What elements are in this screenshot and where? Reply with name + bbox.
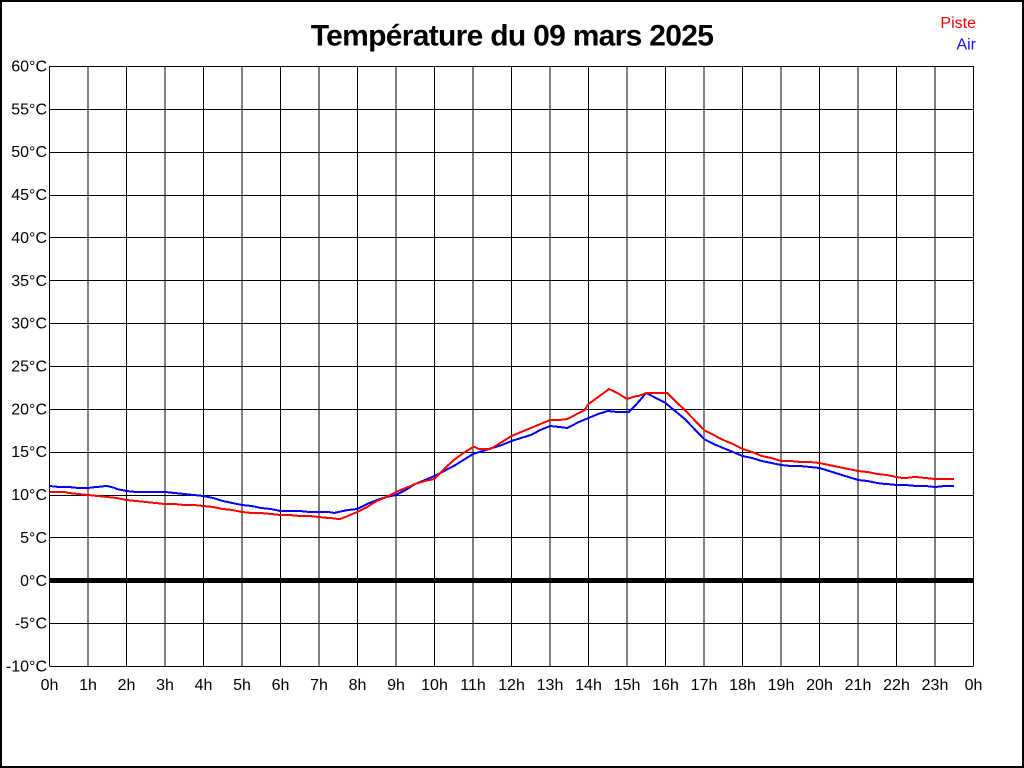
svg-text:0h: 0h [41,677,59,694]
svg-text:7h: 7h [310,677,328,694]
svg-text:17h: 17h [691,677,718,694]
svg-text:2h: 2h [118,677,136,694]
svg-text:60°C: 60°C [11,59,47,76]
svg-text:13h: 13h [537,677,564,694]
svg-text:Piste: Piste [940,15,976,32]
svg-text:11h: 11h [460,677,486,694]
svg-text:19h: 19h [768,677,795,694]
svg-text:18h: 18h [729,677,756,694]
svg-text:0h: 0h [965,677,983,694]
svg-text:35°C: 35°C [11,273,47,290]
svg-text:12h: 12h [498,677,525,694]
svg-text:5h: 5h [233,677,251,694]
svg-text:6h: 6h [272,677,290,694]
svg-text:21h: 21h [845,677,872,694]
svg-text:Température du 09 mars 2025: Température du 09 mars 2025 [311,20,713,53]
svg-text:25°C: 25°C [11,359,47,376]
svg-text:10°C: 10°C [11,487,47,504]
svg-text:0°C: 0°C [20,573,47,590]
svg-text:14h: 14h [575,677,602,694]
svg-text:40°C: 40°C [11,230,47,247]
svg-text:15°C: 15°C [11,444,47,461]
svg-text:10h: 10h [421,677,448,694]
svg-text:20h: 20h [806,677,833,694]
svg-text:30°C: 30°C [11,316,47,333]
svg-text:45°C: 45°C [11,187,47,204]
svg-text:8h: 8h [349,677,367,694]
svg-text:50°C: 50°C [11,144,47,161]
svg-text:-5°C: -5°C [15,616,47,633]
svg-text:1h: 1h [79,677,97,694]
svg-text:5°C: 5°C [20,530,47,547]
svg-text:-10°C: -10°C [6,659,47,676]
svg-text:23h: 23h [922,677,949,694]
svg-text:16h: 16h [652,677,679,694]
svg-text:15h: 15h [614,677,641,694]
svg-text:Air: Air [956,37,976,54]
svg-text:22h: 22h [883,677,910,694]
svg-text:9h: 9h [387,677,405,694]
svg-text:4h: 4h [195,677,213,694]
svg-text:55°C: 55°C [11,101,47,118]
svg-text:3h: 3h [156,677,174,694]
svg-text:20°C: 20°C [11,401,47,418]
